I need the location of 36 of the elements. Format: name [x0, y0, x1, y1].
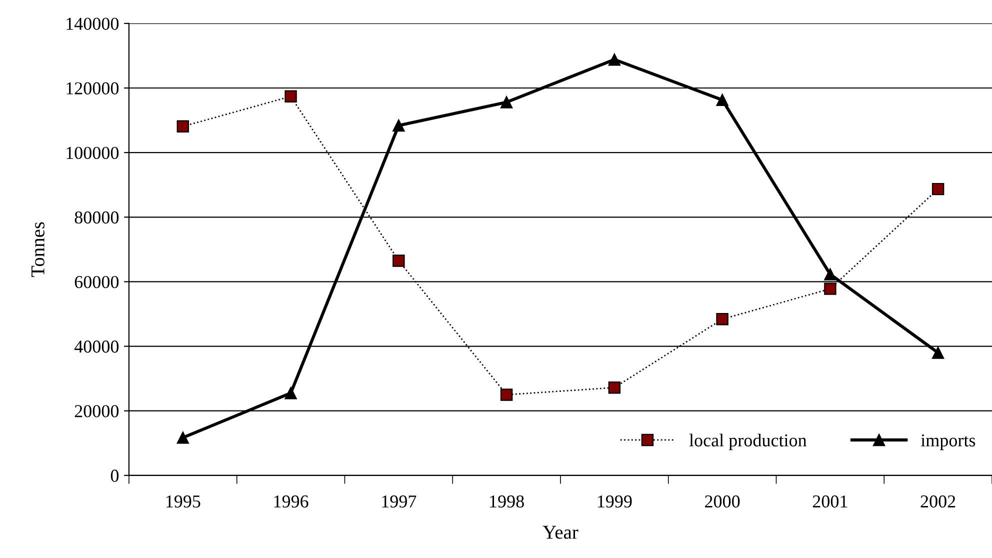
point	[392, 119, 405, 132]
point	[500, 96, 513, 108]
x-tick-label: 1995	[166, 495, 200, 508]
y-tick-label: 80000	[74, 211, 119, 224]
point	[716, 94, 728, 106]
point	[824, 282, 836, 295]
point	[284, 90, 297, 103]
x-tick-label: 2002	[920, 495, 956, 508]
point	[716, 313, 728, 326]
point	[284, 386, 297, 400]
x-tick-label: 1998	[490, 495, 524, 508]
point	[932, 182, 944, 196]
y-tick-label: 140000	[66, 18, 119, 30]
y-tick-label: 40000	[74, 340, 119, 353]
legend-label: imports	[920, 434, 976, 450]
x-tick-label: 1997	[382, 495, 416, 508]
point	[608, 381, 621, 394]
y-tick-label: 60000	[74, 276, 119, 288]
point	[392, 254, 405, 267]
x-tick-label: 2001	[812, 495, 848, 508]
point	[608, 53, 621, 66]
point	[176, 120, 190, 133]
point	[176, 432, 190, 444]
point	[500, 388, 513, 401]
x-tick-label: 1999	[598, 495, 632, 508]
y-tick-label: 120000	[66, 82, 119, 94]
y-axis-title: Tonnes	[32, 222, 44, 278]
y-tick-label: 20000	[74, 405, 119, 418]
legend-label: local production	[689, 434, 807, 450]
x-tick-label: 1996	[274, 495, 308, 508]
point	[932, 346, 944, 359]
y-tick-label: 100000	[66, 146, 119, 160]
point	[824, 268, 836, 280]
x-axis-title: Year	[542, 526, 578, 539]
x-tick-label: 2000	[705, 495, 740, 508]
y-tick-label: 0	[110, 470, 119, 482]
